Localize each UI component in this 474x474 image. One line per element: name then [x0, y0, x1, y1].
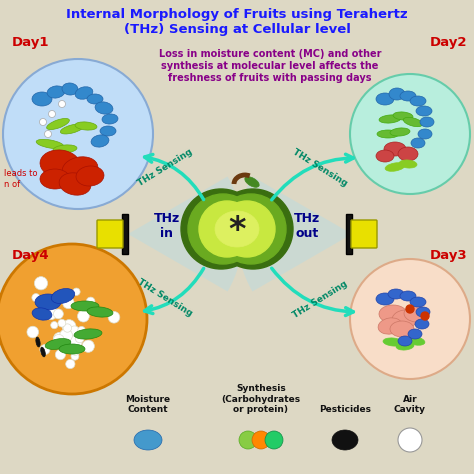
Circle shape: [188, 194, 258, 264]
Text: Day2: Day2: [430, 36, 467, 48]
Circle shape: [350, 259, 470, 379]
Ellipse shape: [376, 150, 394, 162]
Ellipse shape: [379, 115, 401, 123]
Ellipse shape: [389, 88, 405, 100]
Circle shape: [54, 309, 64, 319]
Ellipse shape: [40, 150, 80, 178]
Circle shape: [86, 297, 95, 306]
Wedge shape: [128, 176, 243, 292]
Text: Loss in moisture content (MC) and other
synthesis at molecular level affects the: Loss in moisture content (MC) and other …: [159, 49, 381, 82]
Text: THz Sensing: THz Sensing: [291, 280, 349, 320]
Text: leads to
n of: leads to n of: [4, 169, 37, 189]
Ellipse shape: [62, 157, 98, 181]
Circle shape: [51, 321, 58, 329]
Ellipse shape: [100, 126, 116, 136]
Circle shape: [48, 110, 55, 118]
Circle shape: [53, 335, 64, 346]
Text: THz Sensing: THz Sensing: [136, 147, 194, 188]
Circle shape: [265, 431, 283, 449]
Ellipse shape: [379, 305, 407, 323]
FancyBboxPatch shape: [351, 220, 377, 248]
Text: Synthesis
(Carbohydrates
or protein): Synthesis (Carbohydrates or protein): [221, 384, 301, 414]
Ellipse shape: [32, 92, 52, 106]
Ellipse shape: [383, 338, 403, 346]
Ellipse shape: [384, 142, 406, 156]
Circle shape: [69, 335, 82, 348]
Ellipse shape: [36, 139, 64, 149]
Text: THz Sensing: THz Sensing: [136, 278, 194, 319]
Ellipse shape: [403, 118, 423, 127]
Circle shape: [78, 310, 89, 322]
Circle shape: [34, 277, 47, 290]
Ellipse shape: [416, 106, 432, 116]
FancyBboxPatch shape: [122, 214, 128, 254]
Circle shape: [239, 431, 257, 449]
Circle shape: [63, 324, 72, 332]
Circle shape: [27, 326, 38, 338]
Ellipse shape: [215, 211, 259, 247]
Ellipse shape: [393, 112, 413, 120]
Circle shape: [58, 100, 65, 108]
Ellipse shape: [398, 336, 412, 346]
Ellipse shape: [388, 289, 404, 299]
Ellipse shape: [46, 118, 69, 129]
Ellipse shape: [47, 86, 65, 98]
Ellipse shape: [35, 294, 61, 310]
Ellipse shape: [376, 293, 394, 305]
Ellipse shape: [45, 338, 71, 349]
Ellipse shape: [399, 160, 417, 168]
Circle shape: [0, 244, 147, 394]
Circle shape: [73, 288, 80, 295]
Ellipse shape: [91, 135, 109, 147]
Ellipse shape: [415, 319, 429, 329]
Circle shape: [219, 201, 275, 257]
Ellipse shape: [377, 130, 399, 138]
Circle shape: [82, 340, 94, 352]
Ellipse shape: [404, 306, 428, 322]
Ellipse shape: [75, 122, 97, 130]
Ellipse shape: [59, 344, 85, 354]
Circle shape: [66, 359, 75, 369]
Circle shape: [55, 349, 65, 360]
Circle shape: [213, 189, 293, 269]
Circle shape: [75, 334, 84, 343]
Ellipse shape: [390, 128, 410, 136]
Circle shape: [71, 352, 79, 360]
Ellipse shape: [418, 129, 432, 139]
Ellipse shape: [400, 91, 416, 101]
Text: *: *: [228, 213, 246, 246]
Circle shape: [108, 311, 120, 323]
Text: THz
out: THz out: [294, 212, 320, 240]
Circle shape: [398, 428, 422, 452]
Circle shape: [60, 329, 73, 342]
Text: Day4: Day4: [12, 249, 50, 263]
Circle shape: [421, 312, 429, 320]
Ellipse shape: [400, 291, 416, 301]
Ellipse shape: [199, 194, 275, 254]
Text: Internal Morphology of Fruits using Terahertz: Internal Morphology of Fruits using Tera…: [66, 8, 408, 20]
Ellipse shape: [332, 430, 358, 450]
Circle shape: [45, 130, 52, 137]
Ellipse shape: [36, 337, 40, 347]
Circle shape: [216, 194, 286, 264]
Text: THz
in: THz in: [154, 212, 180, 240]
Ellipse shape: [420, 117, 434, 127]
FancyArrowPatch shape: [145, 268, 204, 313]
Ellipse shape: [209, 204, 265, 248]
Circle shape: [3, 59, 153, 209]
Circle shape: [40, 345, 50, 355]
Circle shape: [350, 74, 470, 194]
Text: Air
Cavity: Air Cavity: [394, 394, 426, 414]
Ellipse shape: [102, 114, 118, 124]
Ellipse shape: [410, 297, 426, 307]
Ellipse shape: [51, 289, 75, 303]
Ellipse shape: [392, 310, 418, 328]
Ellipse shape: [41, 347, 46, 357]
Circle shape: [70, 344, 81, 355]
Ellipse shape: [408, 329, 422, 339]
Ellipse shape: [95, 102, 113, 114]
FancyArrowPatch shape: [272, 268, 353, 316]
Circle shape: [406, 305, 414, 313]
Circle shape: [49, 298, 58, 306]
